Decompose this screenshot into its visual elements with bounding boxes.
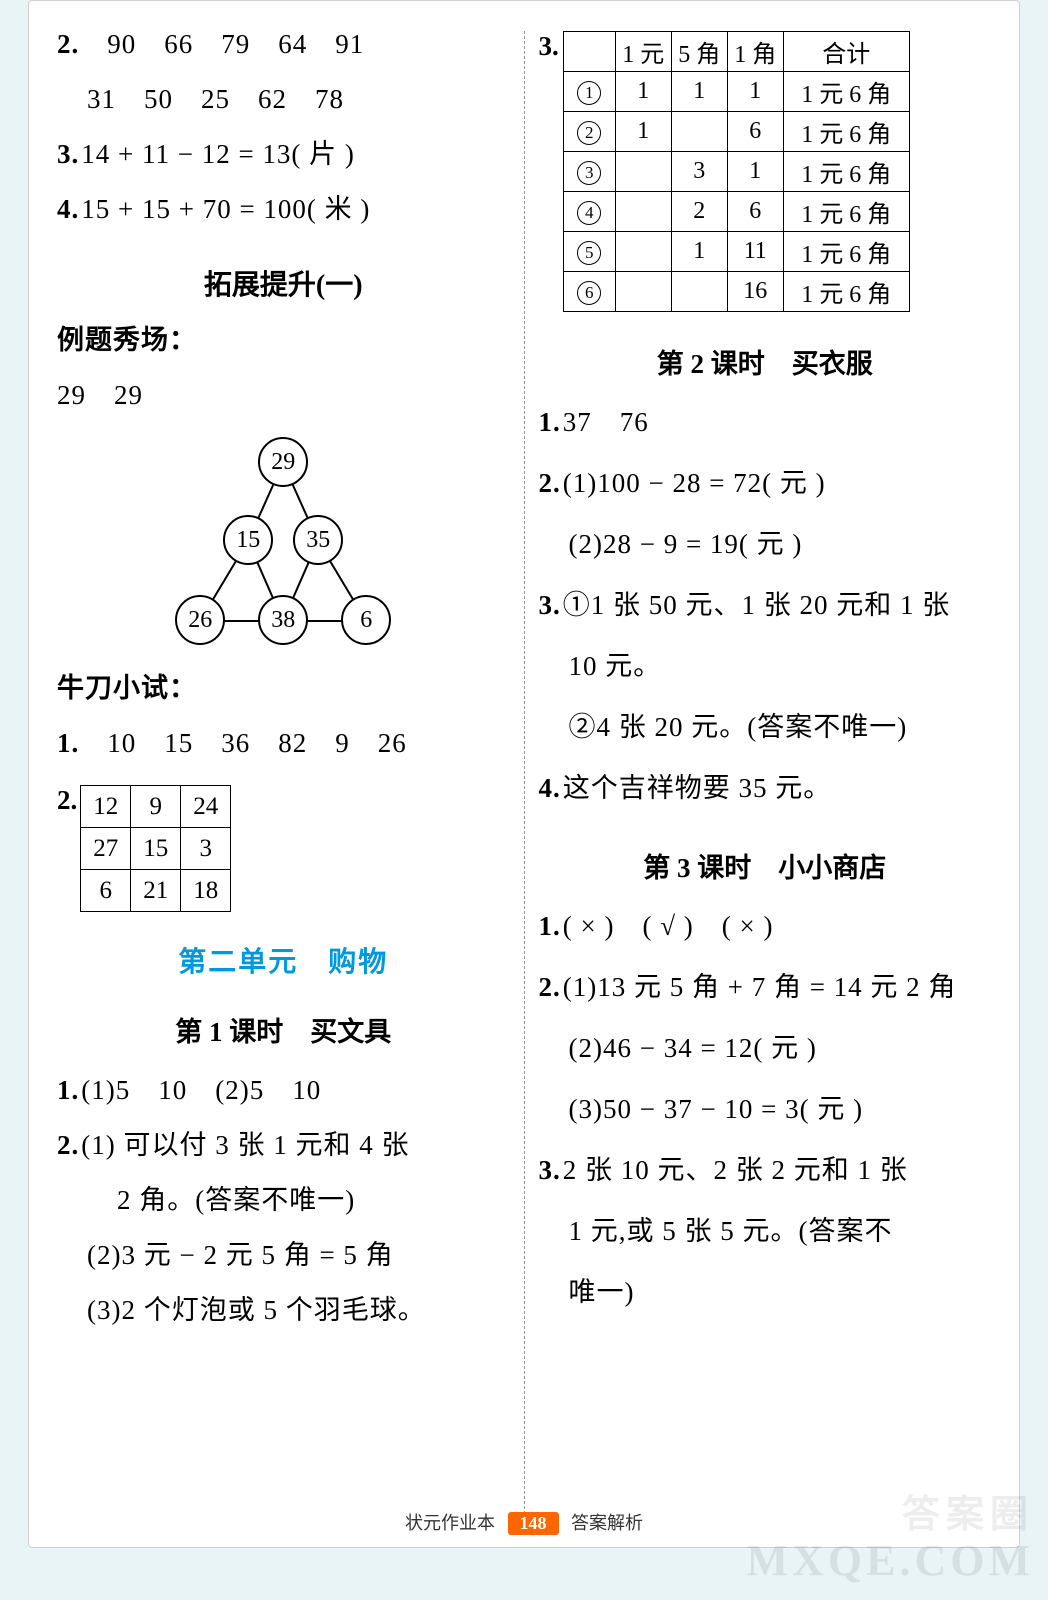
l1-q2-2: (2)3 元 − 2 元 5 角 = 5 角 <box>87 1242 510 1269</box>
footer: 状元作业本 148 答案解析 <box>29 1509 1019 1535</box>
q2-row1: 2.9066796491 <box>57 31 510 58</box>
lesson1-title: 第 1 课时 买文具 <box>57 1010 510 1049</box>
l2-q2-2: (2)28 − 9 = 19( 元 ) <box>569 531 992 558</box>
extension-title: 拓展提升(一) <box>57 263 510 303</box>
page-number: 148 <box>508 1512 559 1535</box>
l1-q2-1a: 2.(1) 可以付 3 张 1 元和 4 张 <box>57 1132 510 1159</box>
lesson2-title: 第 2 课时 买衣服 <box>539 342 992 381</box>
triangle-node: 15 <box>223 515 273 565</box>
q3: 3.14 + 11 − 12 = 13( 片 ) <box>57 141 510 168</box>
footer-right: 答案解析 <box>571 1513 643 1533</box>
q3-money: 3. 1 元5 角1 角合计11111 元 6 角2161 元 6 角3311 … <box>539 31 992 312</box>
q4: 4.15 + 15 + 70 = 100( 米 ) <box>57 196 510 223</box>
right-column: 3. 1 元5 角1 角合计11111 元 6 角2161 元 6 角3311 … <box>539 31 992 1529</box>
small-table: 129242715362118 <box>80 785 231 912</box>
l2-q3-1a: 3.①1 张 50 元、1 张 20 元和 1 张 <box>539 592 992 619</box>
example-values: 29 29 <box>57 382 510 409</box>
l2-q4: 4.这个吉祥物要 35 元。 <box>539 775 992 802</box>
l2-q3-2: ②4 张 20 元。(答案不唯一) <box>569 714 992 741</box>
triangle-diagram: 29 15 35 26 38 6 <box>153 437 413 657</box>
knife-q1: 1.10153682926 <box>57 730 510 757</box>
footer-left: 状元作业本 <box>405 1513 495 1533</box>
knife-label: 牛刀小试： <box>57 675 510 702</box>
column-divider <box>524 31 525 1529</box>
money-table: 1 元5 角1 角合计11111 元 6 角2161 元 6 角3311 元 6… <box>563 31 910 312</box>
knife-q2: 2. 129242715362118 <box>57 785 510 912</box>
l3-q3-a: 3.2 张 10 元、2 张 2 元和 1 张 <box>539 1157 992 1184</box>
l3-q2-2: (2)46 − 34 = 12( 元 ) <box>569 1035 992 1062</box>
l2-q2-1: 2.(1)100 − 28 = 72( 元 ) <box>539 470 992 497</box>
triangle-node: 38 <box>258 595 308 645</box>
page: 2.9066796491 3150256278 3.14 + 11 − 12 =… <box>28 0 1020 1548</box>
q2-row2: 3150256278 <box>87 86 510 113</box>
l3-q3-c: 唯一) <box>569 1279 992 1306</box>
l1-q2-1b: 2 角。(答案不唯一) <box>117 1187 510 1214</box>
example-label: 例题秀场： <box>57 327 510 354</box>
l3-q1: 1.( × ) ( √ ) ( × ) <box>539 913 992 940</box>
triangle-node: 26 <box>175 595 225 645</box>
l2-q1: 1.37 76 <box>539 409 992 436</box>
l3-q2-1: 2.(1)13 元 5 角 + 7 角 = 14 元 2 角 <box>539 974 992 1001</box>
l3-q3-b: 1 元,或 5 张 5 元。(答案不 <box>569 1218 992 1245</box>
l1-q1: 1.(1)5 10 (2)5 10 <box>57 1077 510 1104</box>
l1-q2-3: (3)2 个灯泡或 5 个羽毛球。 <box>87 1297 510 1324</box>
l2-q3-1b: 10 元。 <box>569 653 992 680</box>
triangle-node: 6 <box>341 595 391 645</box>
left-column: 2.9066796491 3150256278 3.14 + 11 − 12 =… <box>57 31 510 1529</box>
unit-title: 第二单元 购物 <box>57 940 510 980</box>
l3-q2-3: (3)50 − 37 − 10 = 3( 元 ) <box>569 1096 992 1123</box>
triangle-node: 29 <box>258 437 308 487</box>
lesson3-title: 第 3 课时 小小商店 <box>539 846 992 885</box>
triangle-node: 35 <box>293 515 343 565</box>
